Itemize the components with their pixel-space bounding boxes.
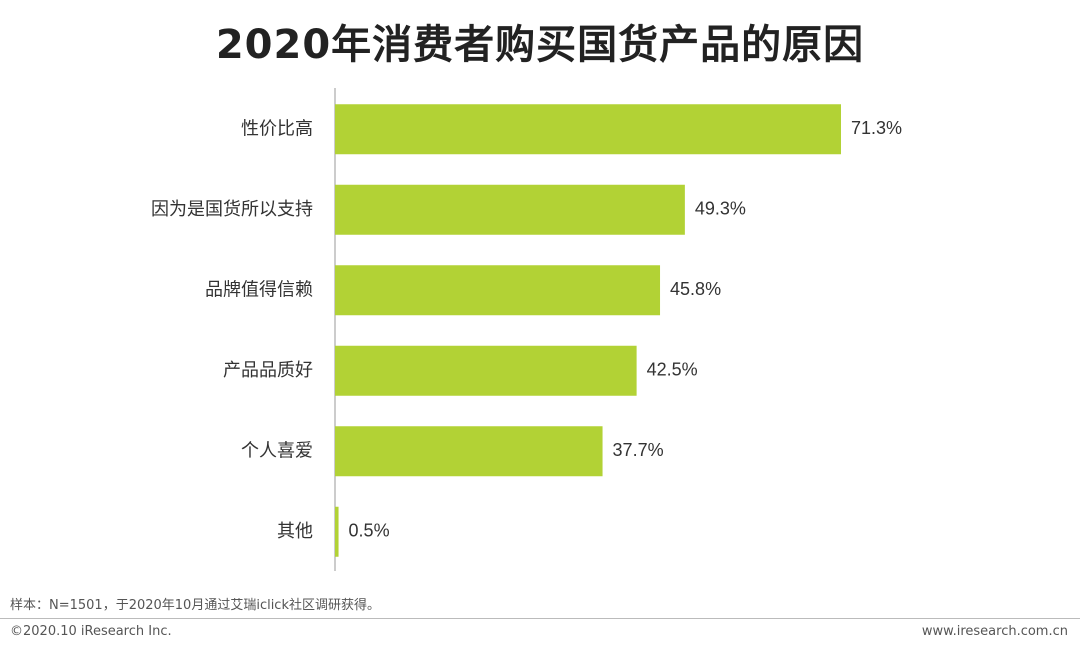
bar <box>335 426 603 477</box>
footer-divider <box>0 618 1080 619</box>
value-label: 45.8% <box>670 279 721 299</box>
website-text: www.iresearch.com.cn <box>921 624 1068 639</box>
chart-title: 2020年消费者购买国货产品的原因 <box>215 22 865 68</box>
value-label: 42.5% <box>647 360 698 380</box>
copyright-text: ©2020.10 iResearch Inc. <box>10 624 172 639</box>
category-label: 产品品质好 <box>223 360 313 381</box>
category-label: 其他 <box>277 521 313 542</box>
bar <box>335 104 841 155</box>
value-label: 71.3% <box>851 118 902 138</box>
value-label: 37.7% <box>613 440 664 460</box>
sample-note: 样本：N=1501，于2020年10月通过艾瑞iclick社区调研获得。 <box>10 598 380 613</box>
bar <box>335 506 339 557</box>
category-label: 因为是国货所以支持 <box>151 199 313 220</box>
bar <box>335 345 637 396</box>
category-label: 品牌值得信赖 <box>205 279 313 300</box>
category-label: 性价比高 <box>241 118 313 139</box>
bar <box>335 184 685 235</box>
value-label: 0.5% <box>349 521 390 541</box>
bar <box>335 265 661 316</box>
value-label: 49.3% <box>695 199 746 219</box>
category-label: 个人喜爱 <box>241 440 313 461</box>
